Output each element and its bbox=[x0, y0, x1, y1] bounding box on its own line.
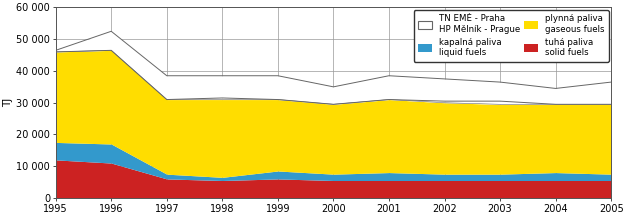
Y-axis label: TJ: TJ bbox=[4, 98, 13, 107]
Legend: TN EMĖ - Praha
HP Mělník - Prague, kapalná paliva
liquid fuels, plynná paliva
ga: TN EMĖ - Praha HP Mělník - Prague, kapal… bbox=[414, 10, 609, 62]
